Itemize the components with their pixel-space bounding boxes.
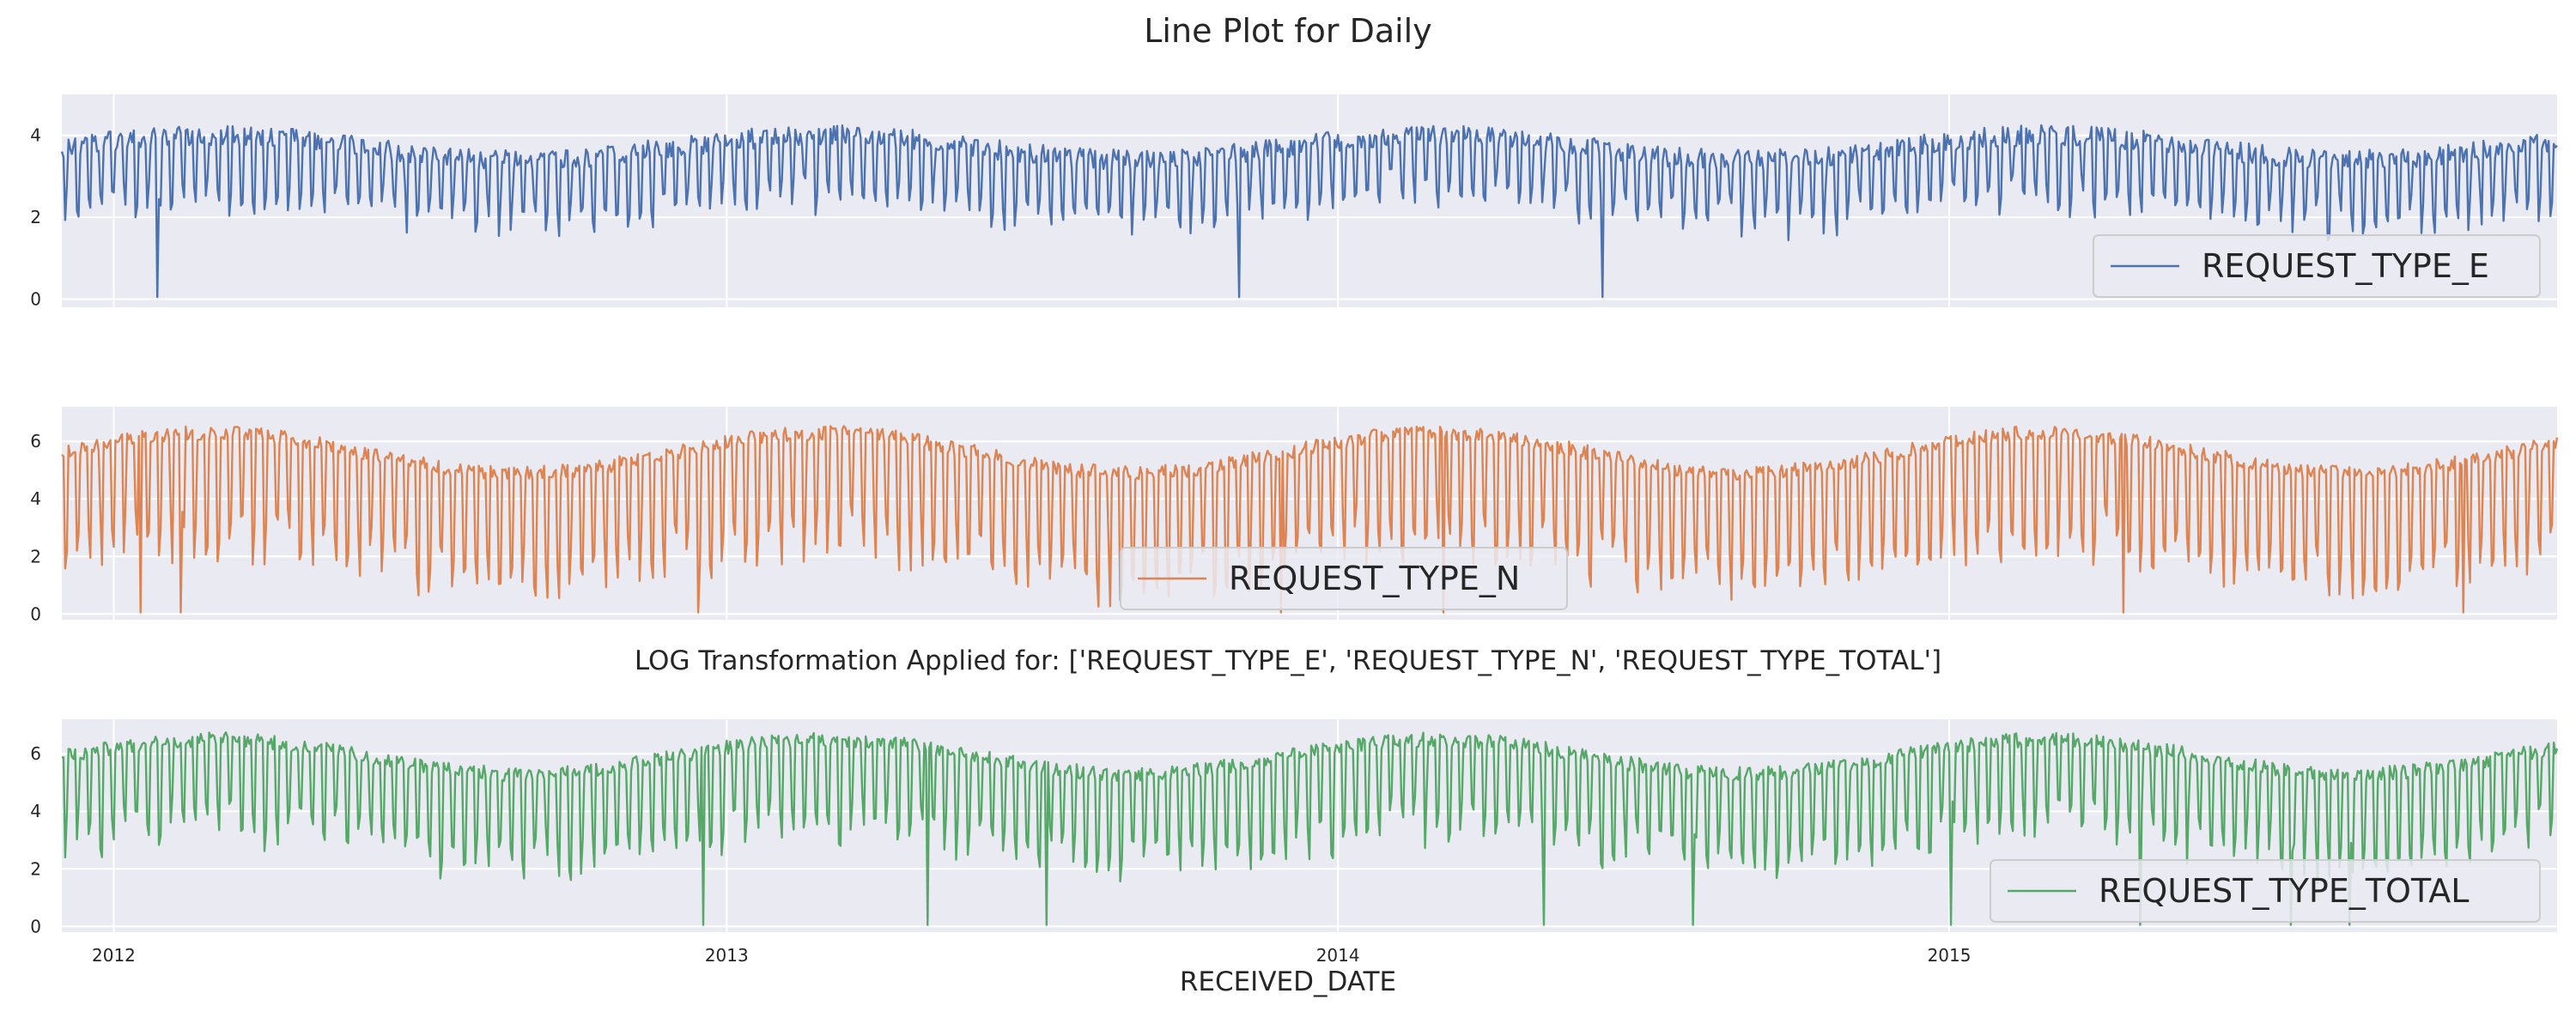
y-tick-label: 4 bbox=[30, 801, 41, 821]
y-tick-label: 4 bbox=[30, 488, 41, 509]
legend-label: REQUEST_TYPE_N bbox=[1229, 560, 1520, 597]
y-tick-label: 2 bbox=[30, 546, 41, 566]
series-line bbox=[60, 124, 2558, 299]
legend-box bbox=[1120, 547, 1568, 610]
x-tick-label: 2012 bbox=[92, 945, 136, 966]
chart-title: Line Plot for Daily bbox=[1144, 12, 1432, 50]
y-tick-label: 4 bbox=[30, 125, 41, 146]
y-tick-label: 0 bbox=[30, 288, 41, 309]
legend-label: REQUEST_TYPE_TOTAL bbox=[2099, 872, 2469, 910]
series-line bbox=[61, 731, 2559, 926]
y-tick-label: 6 bbox=[30, 743, 41, 764]
legend: REQUEST_TYPE_TOTAL bbox=[1990, 859, 2541, 923]
legend-box bbox=[1990, 859, 2541, 923]
y-tick-label: 0 bbox=[30, 603, 41, 624]
x-tick-label: 2015 bbox=[1928, 945, 1971, 966]
x-axis-label: RECEIVED_DATE bbox=[1179, 966, 1397, 997]
legend: REQUEST_TYPE_N bbox=[1120, 547, 1568, 610]
legend-label: REQUEST_TYPE_E bbox=[2202, 247, 2489, 285]
legend-box bbox=[2093, 234, 2541, 298]
series-line bbox=[61, 425, 2559, 614]
subplot-1: 0 2 4 REQUEST_TYPE_E bbox=[30, 94, 2558, 309]
subplot-3: 0 2 4 6 REQUEST_TYPE_TOTAL bbox=[30, 719, 2559, 936]
chart-subtitle: LOG Transformation Applied for: ['REQUES… bbox=[634, 645, 1942, 676]
x-tick-label: 2013 bbox=[705, 945, 749, 966]
x-tick-label: 2014 bbox=[1316, 945, 1360, 966]
subplot-2: 0 2 4 6 REQUEST_TYPE_N bbox=[30, 407, 2559, 624]
y-tick-label: 2 bbox=[30, 858, 41, 879]
legend: REQUEST_TYPE_E bbox=[2093, 234, 2541, 298]
y-tick-label: 6 bbox=[30, 431, 41, 451]
y-tick-label: 2 bbox=[30, 207, 41, 227]
y-tick-label: 0 bbox=[30, 916, 41, 936]
